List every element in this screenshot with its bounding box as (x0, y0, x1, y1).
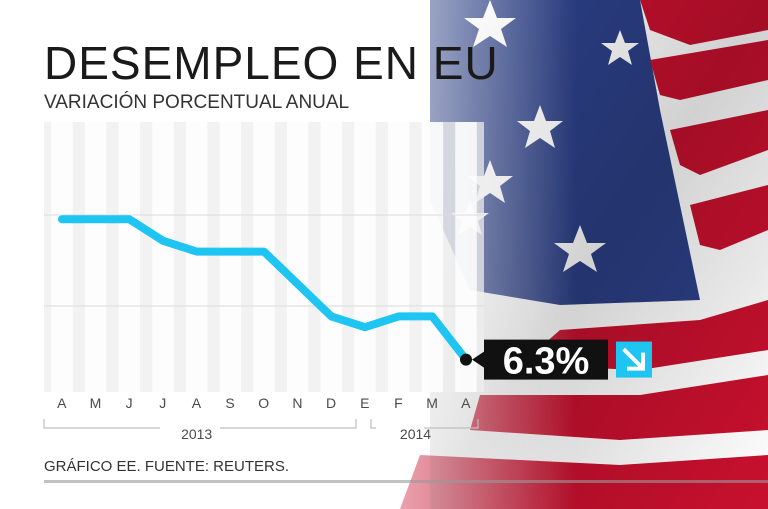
down-arrow-glyph (622, 347, 645, 371)
x-tick-label: E (360, 395, 370, 411)
x-tick-label: A (57, 395, 67, 411)
year-labels: 2013 2014 (181, 426, 431, 442)
year-bracket-2014-left (370, 419, 376, 429)
grid-band (51, 122, 73, 392)
x-tick-label: A (461, 395, 471, 411)
last-data-point (460, 353, 472, 366)
year-bracket-2013-right (220, 419, 357, 429)
grid-band (286, 122, 309, 392)
footer-rule (44, 480, 768, 483)
grid-band (84, 122, 107, 392)
grid-band (455, 122, 477, 392)
source-note: GRÁFICO EE. FUENTE: REUTERS. (44, 458, 290, 475)
x-tick-label: M (426, 395, 438, 411)
callout-box (484, 339, 608, 380)
year-label: 2014 (400, 426, 431, 442)
value-callout: 6.3% (472, 339, 652, 383)
x-tick-label: F (394, 395, 403, 411)
grid-band (152, 122, 174, 392)
grid-band (387, 122, 410, 392)
chart-title: DESEMPLEO EN EU (44, 37, 499, 89)
x-tick-label: O (258, 395, 269, 411)
grid-band (185, 122, 208, 392)
grid-band (219, 122, 242, 392)
x-tick-label: M (90, 395, 102, 411)
callout-pointer (472, 351, 484, 368)
grid-band (320, 122, 343, 392)
unemployment-line (58, 215, 470, 364)
x-tick-label: J (159, 395, 167, 411)
grid-band (118, 122, 141, 392)
x-tick-label: N (292, 395, 303, 411)
x-tick-label: S (225, 395, 235, 411)
year-brackets (43, 419, 479, 429)
chart-subtitle: VARIACIÓN PORCENTUAL ANUAL (44, 92, 350, 113)
x-tick-label: J (126, 395, 134, 411)
year-bracket-2013-left (43, 419, 160, 429)
callout-value: 6.3% (503, 341, 590, 383)
x-tick-label: D (326, 395, 337, 411)
chart-grid (44, 122, 484, 392)
year-label: 2013 (181, 426, 212, 442)
x-tick-label: A (192, 395, 202, 411)
year-bracket-2014-right (424, 419, 479, 429)
